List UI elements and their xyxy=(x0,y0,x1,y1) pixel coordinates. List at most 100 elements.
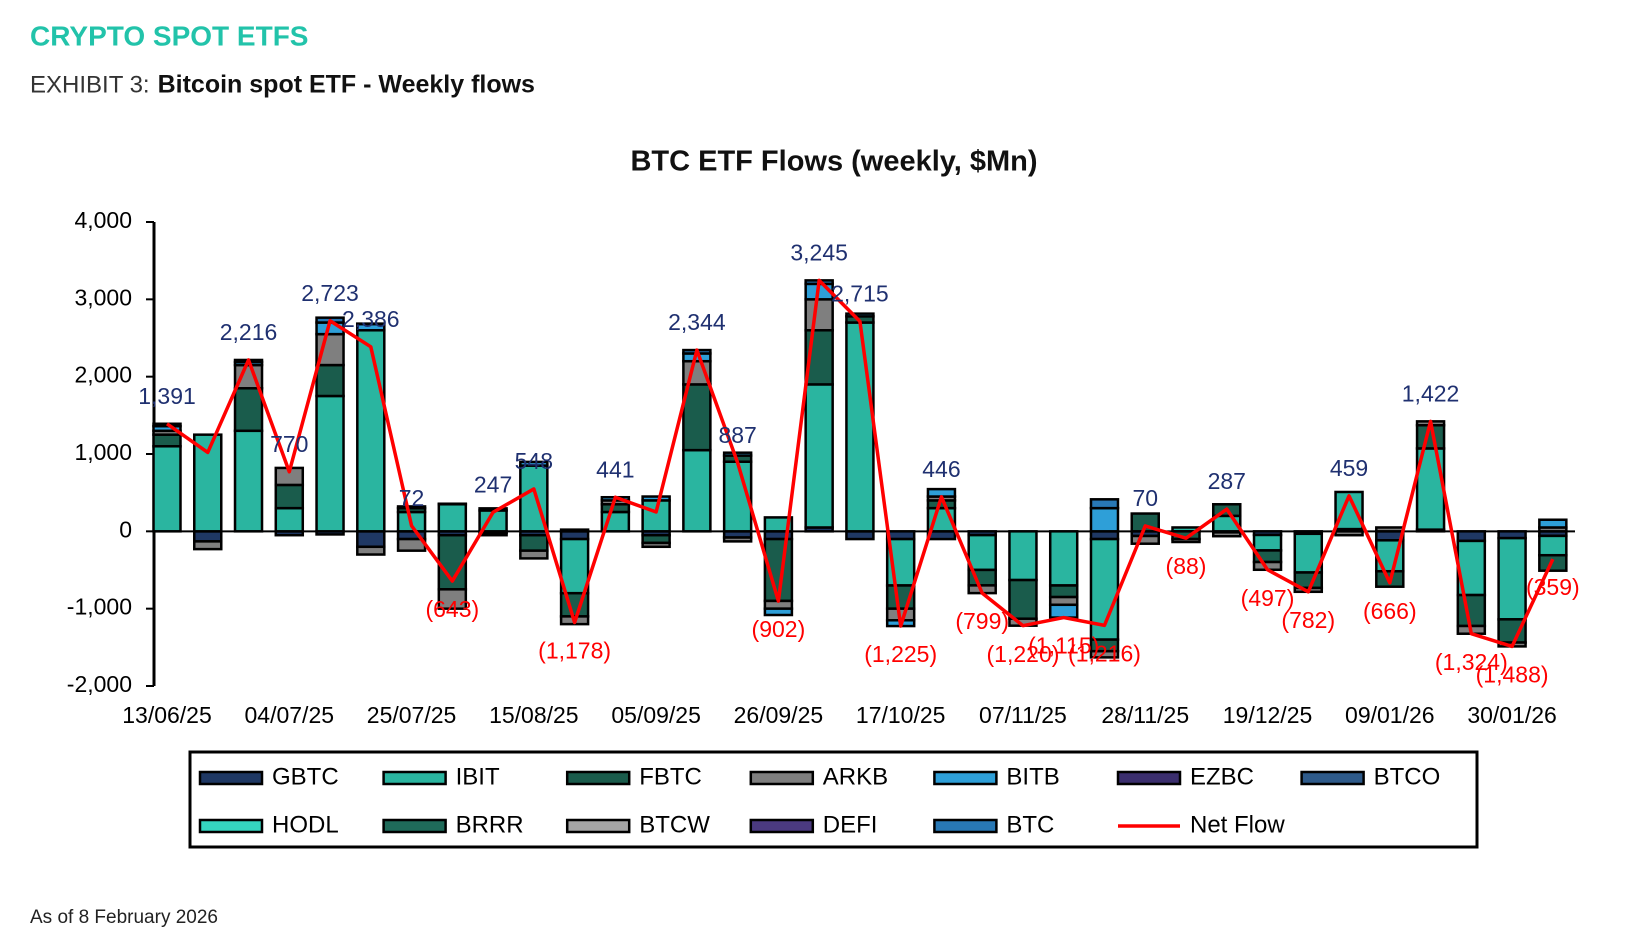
legend-swatch xyxy=(200,772,262,784)
data-label: 70 xyxy=(1132,485,1158,511)
bar-segment xyxy=(439,504,466,531)
data-label: 1,422 xyxy=(1402,380,1460,406)
bar-segment xyxy=(561,539,588,593)
bar-segment xyxy=(194,541,221,549)
y-tick-label: 3,000 xyxy=(74,284,132,310)
bar-segment xyxy=(765,609,792,615)
bar-segment xyxy=(1254,535,1281,550)
bar-segment xyxy=(1458,595,1485,626)
y-tick-label: -1,000 xyxy=(67,594,132,620)
data-label: (666) xyxy=(1363,598,1417,624)
data-label: (359) xyxy=(1526,574,1580,600)
legend-swatch xyxy=(567,772,629,784)
data-label: 1,391 xyxy=(138,383,196,409)
bar-segment xyxy=(1050,605,1077,618)
bar-segment xyxy=(1213,532,1240,536)
bar-segment xyxy=(520,551,547,559)
data-label: (1,216) xyxy=(1068,640,1141,666)
bar-segment xyxy=(1050,531,1077,585)
legend-swatch xyxy=(200,820,262,832)
bar-segment xyxy=(643,543,670,547)
bar-segment xyxy=(683,450,710,531)
bar-segment xyxy=(969,535,996,570)
legend-label: BTCO xyxy=(1374,763,1441,790)
data-label: 2,216 xyxy=(220,319,278,345)
chart-title: BTC ETF Flows (weekly, $Mn) xyxy=(630,146,1037,178)
bar-segment xyxy=(154,446,181,531)
bar-segment xyxy=(317,365,344,396)
bar-segment xyxy=(235,388,262,431)
x-tick-label: 05/09/25 xyxy=(611,702,701,728)
data-label: 2,715 xyxy=(831,280,889,306)
bar-segment xyxy=(154,435,181,447)
x-tick-label: 09/01/26 xyxy=(1345,702,1435,728)
x-tick-label: 28/11/25 xyxy=(1101,702,1189,728)
legend-label: BTC xyxy=(1006,811,1054,838)
bar-segment xyxy=(724,453,751,456)
data-label: 446 xyxy=(922,456,960,482)
exhibit-label: EXHIBIT 3: xyxy=(30,71,150,98)
bar-segment xyxy=(1458,531,1485,541)
legend-label: ARKB xyxy=(823,763,888,790)
x-tick-label: 13/06/25 xyxy=(122,702,212,728)
data-label: (902) xyxy=(752,616,806,642)
data-label: (643) xyxy=(425,596,479,622)
legend-label: DEFI xyxy=(823,811,878,838)
x-tick-label: 15/08/25 xyxy=(489,702,579,728)
data-label: 887 xyxy=(718,422,756,448)
legend-label: Net Flow xyxy=(1190,811,1285,838)
legend-swatch xyxy=(751,820,813,832)
legend-label: BRRR xyxy=(456,811,524,838)
legend-swatch xyxy=(567,820,629,832)
data-label: 287 xyxy=(1208,468,1246,494)
data-label: (1,225) xyxy=(864,641,937,667)
bar-segment xyxy=(235,431,262,532)
data-label: (1,488) xyxy=(1476,661,1549,687)
legend-label: BITB xyxy=(1006,763,1059,790)
bar-segment xyxy=(1091,508,1118,531)
bar-segment xyxy=(194,531,221,541)
legend-swatch xyxy=(384,820,446,832)
bar-segment xyxy=(1091,499,1118,508)
x-tick-label: 25/07/25 xyxy=(367,702,457,728)
bar-segment xyxy=(357,531,384,546)
legend-swatch xyxy=(1118,772,1180,784)
y-tick-label: -2,000 xyxy=(67,671,132,697)
bar-segment xyxy=(357,330,384,531)
footnote: As of 8 February 2026 xyxy=(30,907,218,928)
data-label: 2,386 xyxy=(342,306,400,332)
legend-swatch xyxy=(384,772,446,784)
bar-segment xyxy=(276,508,303,531)
bar-segment xyxy=(724,538,751,542)
bar-segment xyxy=(806,299,833,330)
legend-label: FBTC xyxy=(639,763,702,790)
y-tick-label: 4,000 xyxy=(74,207,132,233)
bar-segment xyxy=(1539,520,1566,528)
bar-segment xyxy=(317,396,344,531)
section-title: CRYPTO SPOT ETFS xyxy=(30,20,308,51)
x-tick-label: 30/01/26 xyxy=(1467,702,1557,728)
bar-segment xyxy=(1132,536,1159,544)
bar-segment xyxy=(1499,538,1526,619)
legend-swatch xyxy=(934,772,996,784)
y-tick-label: 1,000 xyxy=(74,439,132,465)
x-tick-label: 04/07/25 xyxy=(245,702,335,728)
x-tick-label: 07/11/25 xyxy=(979,702,1067,728)
data-label: 247 xyxy=(474,471,512,497)
data-label: 441 xyxy=(596,456,634,482)
x-tick-label: 19/12/25 xyxy=(1223,702,1313,728)
data-label: (799) xyxy=(955,608,1009,634)
bar-segment xyxy=(1050,585,1077,597)
x-tick-label: 26/09/25 xyxy=(734,702,824,728)
y-tick-label: 0 xyxy=(119,516,132,542)
data-label: 459 xyxy=(1330,455,1368,481)
legend-swatch xyxy=(751,772,813,784)
bar-segment xyxy=(276,485,303,508)
bar-segment xyxy=(357,547,384,555)
legend-swatch xyxy=(934,820,996,832)
legend-label: BTCW xyxy=(639,811,710,838)
data-label: 2,344 xyxy=(668,309,726,335)
legend-swatch xyxy=(1302,772,1364,784)
bar-segment xyxy=(1009,580,1036,619)
